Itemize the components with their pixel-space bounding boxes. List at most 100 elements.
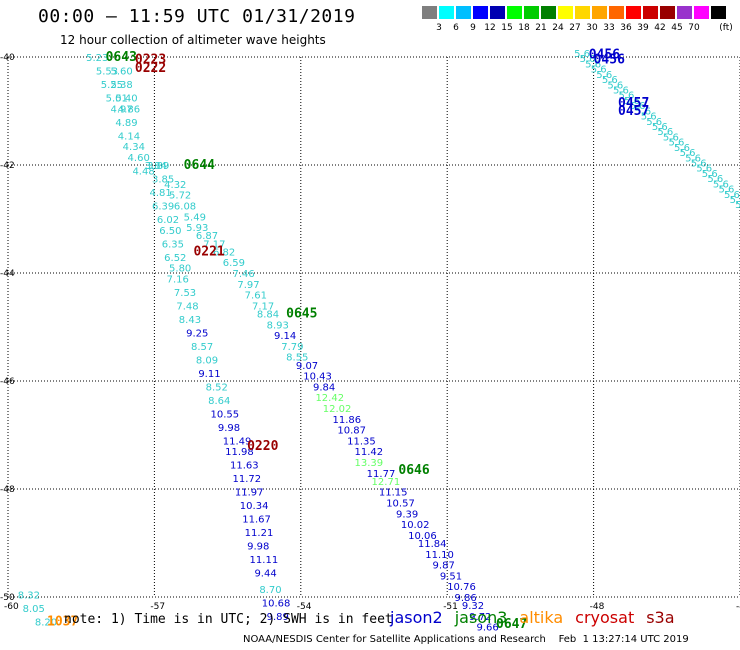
color-scale-label: 6 [453,23,459,33]
wave-height-label: 5.25 [101,80,123,91]
wave-height-label: 9.98 [218,423,240,434]
x-tick-label: -57 [150,602,165,612]
color-scale-label: 36 [620,23,632,33]
pass-time-label: 0221 [193,244,224,259]
track-point: 5.6 [613,85,629,96]
color-scale-label: 70 [688,23,700,33]
color-scale-label: 15 [501,23,513,33]
wave-height-label: 6.87 [196,231,218,242]
wave-height-label: 8.52 [206,382,228,393]
x-tick-label: -45 [736,602,740,612]
wave-height-label: 10.34 [240,501,269,512]
wave-height-label: 11.98 [225,447,254,458]
color-swatch [643,6,658,19]
wave-height-label: 7.48 [176,301,198,312]
legend-item-jason2: jason2 [390,608,443,627]
wave-height-label: 8.64 [208,396,230,407]
wave-height-label: 9.89 [267,612,289,623]
wave-height-label: 7.46 [232,269,254,280]
wave-height-label: 9.07 [296,361,318,372]
track-point: 5.6 [724,190,740,201]
color-scale-label: 27 [569,23,581,33]
wave-height-label: 10.06 [408,531,437,542]
pass-time-label: 0457 [618,104,649,119]
wave-height-label: 7.61 [245,291,267,302]
color-scale-label: 30 [586,23,598,33]
wave-height-label: 6.39 [152,202,174,213]
wave-height-label: 8.32 [18,590,40,601]
color-scale-label: 24 [552,23,564,33]
wave-height-label: 5.23 [86,53,108,64]
wave-height-label: 11.84 [418,539,447,550]
track-point: 5.6 [591,65,607,76]
color-scale-label: 12 [484,23,496,33]
color-scale-label: 42 [654,23,666,33]
wave-height-label: 6.02 [157,215,179,226]
wave-height-label: 9.25 [186,328,208,339]
wave-height-label: 4.32 [164,180,186,191]
wave-height-label: 7.17 [252,301,274,312]
color-scale-label: 45 [671,23,683,33]
color-swatch [575,6,590,19]
track-point: 5.6 [663,132,679,143]
wave-height-label: 10.57 [386,499,415,510]
color-swatch [524,6,539,19]
color-swatch [541,6,556,19]
wave-height-label: 5.60 [110,67,132,78]
y-tick-label: -48 [0,485,15,495]
color-scale-label: 9 [470,23,476,33]
pass-time-label: 0645 [286,307,317,322]
pass-time-label: 1037 [47,614,78,629]
wave-height-label: 11.35 [347,436,376,447]
wave-height-label: 5.38 [110,80,132,91]
track-point: 5.6 [691,158,707,169]
wave-height-label: 5.72 [169,191,191,202]
pass-time-label: 0644 [184,158,215,173]
wave-height-label: 10.43 [303,372,332,383]
track-point: 5.6 [668,138,684,149]
color-swatch [490,6,505,19]
track-point: 5.6 [580,54,596,65]
track-point: 5.6 [657,127,673,138]
color-swatch [626,6,641,19]
track-point: 5.6 [641,112,657,123]
wave-height-label: 8.20 [35,617,57,628]
wave-height-label: 9.66 [476,623,498,634]
pass-time-label: 0457 [618,96,649,111]
wave-height-label: 5.80 [169,264,191,275]
wave-height-label: 11.10 [425,550,454,561]
wave-height-label: 8.84 [257,310,279,321]
wave-height-label: 9.39 [396,509,418,520]
wave-height-label: 7.53 [174,288,196,299]
wave-height-label: 7.79 [281,342,303,353]
color-scale-label: 21 [535,23,547,33]
wave-height-label: 6.82 [213,247,235,258]
wave-height-label: 5.53 [96,67,118,78]
wave-height-label: 9.32 [462,601,484,612]
track-point: 5.6 [585,59,601,70]
credit-line: NOAA/NESDIS Center for Satellite Applica… [243,634,689,645]
pass-time-label: 0223 [135,53,166,68]
color-swatch [609,6,624,19]
wave-height-label: 11.86 [333,415,362,426]
wave-height-label: 9.11 [198,369,220,380]
pass-time-label: 0646 [398,463,429,478]
color-swatch [558,6,573,19]
track-point: 5.6 [624,96,640,107]
chart-subtitle: 12 hour collection of altimeter wave hei… [60,33,326,47]
pass-time-label: 0220 [247,439,278,454]
wave-height-label: 3.89 [147,161,169,172]
wave-height-label: 11.49 [223,436,252,447]
color-swatch [711,6,726,19]
wave-height-label: 6.59 [223,258,245,269]
track-point: 5.6 [674,143,690,154]
y-tick-label: -40 [0,53,15,63]
y-tick-label: -42 [0,161,15,171]
wave-height-label: 11.67 [242,515,271,526]
track-point: 5.6 [713,179,729,190]
wave-height-label: 6.50 [159,226,181,237]
color-scale-label: 18 [518,23,530,33]
pass-time-label: 0643 [106,50,137,65]
pass-time-label: 0222 [135,61,166,76]
